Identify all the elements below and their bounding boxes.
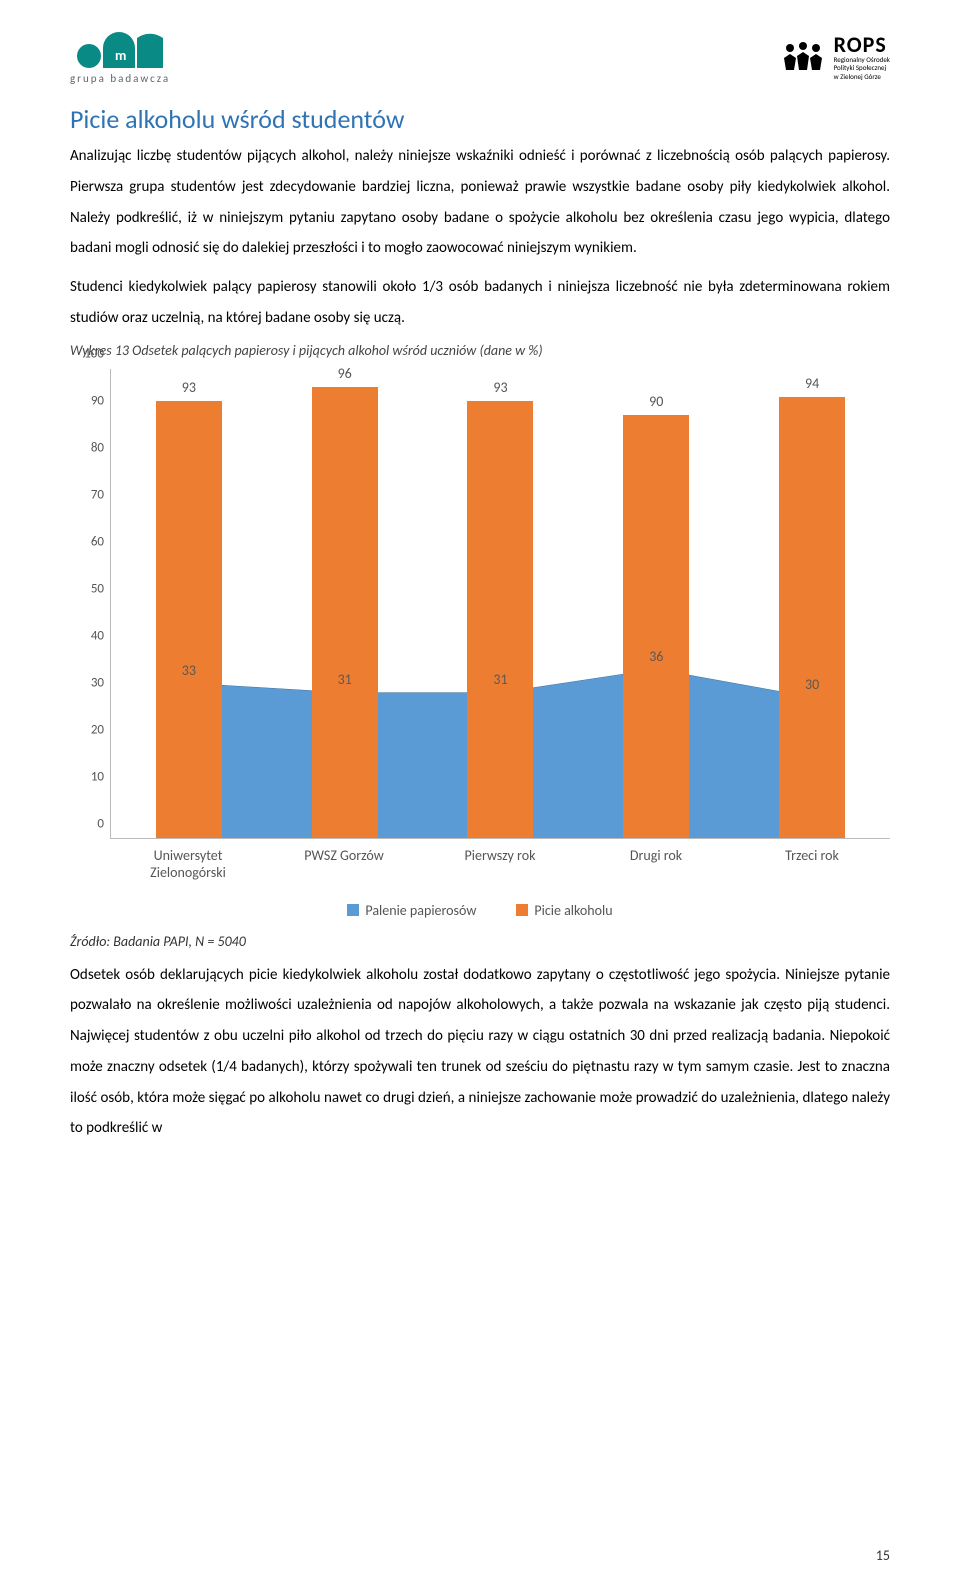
chart-bar-label: 90	[623, 393, 689, 410]
chart-area-label: 31	[338, 671, 352, 688]
legend-label-smoking: Palenie papierosów	[365, 902, 476, 919]
chart-group: 93	[111, 369, 267, 838]
chart-bar: 94	[779, 397, 845, 838]
chart-bar-label: 93	[156, 379, 222, 396]
paragraph-1: Analizując liczbę studentów pijących alk…	[70, 141, 890, 264]
legend-swatch-smoking	[347, 904, 359, 916]
chart-area-label: 31	[493, 671, 507, 688]
legend-label-alcohol: Picie alkoholu	[534, 902, 612, 919]
y-tick: 0	[97, 816, 104, 831]
chart-x-label: Pierwszy rok	[422, 847, 578, 882]
chart-x-label: UniwersytetZielonogórski	[110, 847, 266, 882]
chart-group: 96	[267, 369, 423, 838]
chart-area-label: 36	[649, 648, 663, 665]
y-tick: 80	[91, 440, 104, 455]
chart-x-label: PWSZ Gorzów	[266, 847, 422, 882]
paragraph-3: Odsetek osób deklarujących picie kiedyko…	[70, 960, 890, 1145]
chart-group: 93	[423, 369, 579, 838]
people-icon	[780, 40, 826, 74]
logo-right-text: ROPS Regionalny Ośrodek Polityki Społecz…	[834, 34, 890, 81]
page-number: 15	[876, 1547, 890, 1564]
document-page: m grupa badawcza ROPS Regionalny Ośrodek…	[0, 0, 960, 1588]
chart-bar-label: 94	[779, 375, 845, 392]
svg-text:m: m	[115, 47, 126, 64]
chart-bar-label: 96	[312, 365, 378, 382]
logo-right-sub3: w Zielonej Górze	[834, 73, 890, 81]
y-tick: 40	[91, 628, 104, 643]
chart-area-label: 33	[182, 662, 196, 679]
logo-left-icon: m	[77, 30, 163, 70]
y-tick: 20	[91, 722, 104, 737]
legend-item-alcohol: Picie alkoholu	[516, 902, 612, 919]
chart-source: Źródło: Badania PAPI, N = 5040	[70, 933, 890, 950]
legend-swatch-alcohol	[516, 904, 528, 916]
paragraph-2: Studenci kiedykolwiek palący papierosy s…	[70, 272, 890, 334]
logo-right: ROPS Regionalny Ośrodek Polityki Społecz…	[780, 34, 890, 81]
chart-x-label: Trzeci rok	[734, 847, 890, 882]
chart-group: 90	[578, 369, 734, 838]
chart-bar: 90	[623, 415, 689, 837]
chart-bar: 93	[467, 401, 533, 837]
logo-left-label: grupa badawcza	[70, 72, 170, 85]
chart: 0102030405060708090100 93969390943331313…	[70, 369, 890, 919]
y-tick: 10	[91, 769, 104, 784]
y-tick: 50	[91, 581, 104, 596]
chart-bar: 93	[156, 401, 222, 837]
y-tick: 30	[91, 675, 104, 690]
chart-x-labels: UniwersytetZielonogórskiPWSZ GorzówPierw…	[110, 847, 890, 882]
chart-bar-label: 93	[467, 379, 533, 396]
y-tick: 70	[91, 487, 104, 502]
y-tick: 100	[84, 346, 104, 361]
chart-plot: 93969390943331313630	[110, 369, 890, 839]
y-tick: 60	[91, 534, 104, 549]
chart-legend: Palenie papierosów Picie alkoholu	[70, 902, 890, 919]
header-logos: m grupa badawcza ROPS Regionalny Ośrodek…	[70, 30, 890, 85]
chart-y-axis: 0102030405060708090100	[70, 369, 110, 839]
chart-caption: Wykres 13 Odsetek palących papierosy i p…	[70, 342, 890, 359]
section-title: Picie alkoholu wśród studentów	[70, 103, 890, 135]
legend-item-smoking: Palenie papierosów	[347, 902, 476, 919]
chart-x-label: Drugi rok	[578, 847, 734, 882]
logo-right-main: ROPS	[834, 34, 890, 56]
chart-area-label: 30	[805, 676, 819, 693]
chart-group: 94	[734, 369, 890, 838]
y-tick: 90	[91, 393, 104, 408]
chart-bar: 96	[312, 387, 378, 837]
logo-left: m grupa badawcza	[70, 30, 170, 85]
